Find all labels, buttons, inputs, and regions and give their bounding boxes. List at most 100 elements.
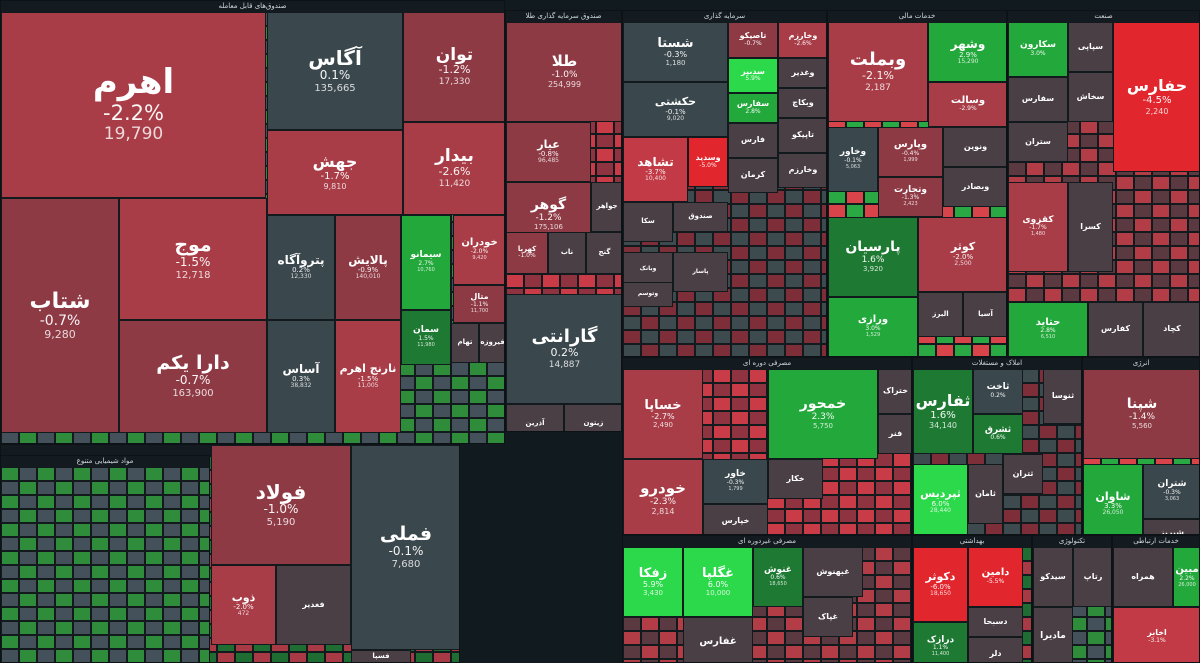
minor-stock-tile[interactable] xyxy=(1170,218,1188,232)
minor-stock-tile[interactable] xyxy=(55,509,73,523)
minor-stock-tile[interactable] xyxy=(749,288,767,302)
minor-stock-tile[interactable] xyxy=(217,652,235,662)
minor-stock-tile[interactable] xyxy=(1075,523,1081,534)
minor-stock-tile[interactable] xyxy=(749,316,767,330)
stock-tile[interactable]: سخاش xyxy=(1068,72,1113,122)
minor-stock-tile[interactable] xyxy=(145,495,163,509)
minor-stock-tile[interactable] xyxy=(659,316,677,330)
stock-tile[interactable]: اهرم -2.2% 19,790 xyxy=(1,12,266,198)
minor-stock-tile[interactable] xyxy=(145,537,163,551)
minor-stock-tile[interactable] xyxy=(253,652,271,662)
minor-stock-tile[interactable] xyxy=(1087,659,1105,662)
stock-tile[interactable]: آساس 0.3% 38,832 xyxy=(267,320,335,433)
minor-stock-tile[interactable] xyxy=(1062,288,1080,302)
minor-stock-tile[interactable] xyxy=(1188,232,1199,246)
minor-stock-tile[interactable] xyxy=(596,162,614,176)
minor-stock-tile[interactable] xyxy=(91,551,109,565)
stock-tile[interactable]: وغدیر xyxy=(778,58,826,88)
minor-stock-tile[interactable] xyxy=(893,495,911,509)
minor-stock-tile[interactable] xyxy=(767,232,785,246)
minor-stock-tile[interactable] xyxy=(55,432,73,443)
stock-tile[interactable]: حفارس -4.5% 2,240 xyxy=(1113,22,1199,172)
minor-stock-tile[interactable] xyxy=(828,190,846,204)
minor-stock-tile[interactable] xyxy=(767,302,785,316)
minor-stock-tile[interactable] xyxy=(199,565,209,579)
minor-stock-tile[interactable] xyxy=(235,432,253,443)
stock-tile[interactable]: آذرین xyxy=(506,404,564,431)
minor-stock-tile[interactable] xyxy=(73,537,91,551)
minor-stock-tile[interactable] xyxy=(731,260,749,274)
minor-stock-tile[interactable] xyxy=(55,551,73,565)
minor-stock-tile[interactable] xyxy=(145,565,163,579)
minor-stock-tile[interactable] xyxy=(731,425,749,439)
minor-stock-tile[interactable] xyxy=(1057,425,1075,439)
minor-stock-tile[interactable] xyxy=(731,411,749,425)
minor-stock-tile[interactable] xyxy=(109,635,127,649)
minor-stock-tile[interactable] xyxy=(1105,631,1111,645)
minor-stock-tile[interactable] xyxy=(127,607,145,621)
minor-stock-tile[interactable] xyxy=(857,481,875,495)
minor-stock-tile[interactable] xyxy=(659,631,677,645)
minor-stock-tile[interactable] xyxy=(785,523,803,534)
minor-stock-tile[interactable] xyxy=(1152,274,1170,288)
minor-stock-tile[interactable] xyxy=(127,579,145,593)
stock-tile[interactable]: غفارس xyxy=(683,617,753,662)
stock-tile[interactable]: تشاهد -3.7% 10,400 xyxy=(623,137,688,202)
minor-stock-tile[interactable] xyxy=(749,411,767,425)
minor-stock-tile[interactable] xyxy=(91,649,109,662)
minor-stock-tile[interactable] xyxy=(37,621,55,635)
stock-tile[interactable]: ثشرق 0.6% xyxy=(973,414,1023,454)
stock-tile[interactable]: فسپا xyxy=(351,650,411,662)
minor-stock-tile[interactable] xyxy=(37,537,55,551)
minor-stock-tile[interactable] xyxy=(1134,204,1152,218)
minor-stock-tile[interactable] xyxy=(821,481,839,495)
minor-stock-tile[interactable] xyxy=(659,330,677,344)
minor-stock-tile[interactable] xyxy=(181,495,199,509)
stock-tile[interactable]: شپنا -1.4% 5,560 xyxy=(1083,369,1199,459)
minor-stock-tile[interactable] xyxy=(19,551,37,565)
minor-stock-tile[interactable] xyxy=(451,404,469,418)
stock-tile[interactable]: وخاور -0.1% 5,063 xyxy=(828,127,878,192)
minor-stock-tile[interactable] xyxy=(893,645,911,659)
minor-stock-tile[interactable] xyxy=(1021,425,1039,439)
minor-stock-tile[interactable] xyxy=(785,645,803,659)
minor-stock-tile[interactable] xyxy=(785,260,803,274)
minor-stock-tile[interactable] xyxy=(199,467,209,481)
minor-stock-tile[interactable] xyxy=(1116,190,1134,204)
minor-stock-tile[interactable] xyxy=(19,593,37,607)
minor-stock-tile[interactable] xyxy=(578,274,596,288)
minor-stock-tile[interactable] xyxy=(839,495,857,509)
minor-stock-tile[interactable] xyxy=(506,274,524,288)
minor-stock-tile[interactable] xyxy=(253,432,271,443)
minor-stock-tile[interactable] xyxy=(713,316,731,330)
minor-stock-tile[interactable] xyxy=(1116,246,1134,260)
stock-tile[interactable]: نارنج اهرم -1.5% 11,005 xyxy=(335,320,401,433)
minor-stock-tile[interactable] xyxy=(785,302,803,316)
minor-stock-tile[interactable] xyxy=(767,260,785,274)
minor-stock-tile[interactable] xyxy=(127,481,145,495)
minor-stock-tile[interactable] xyxy=(91,635,109,649)
minor-stock-tile[interactable] xyxy=(181,635,199,649)
minor-stock-tile[interactable] xyxy=(785,659,803,662)
stock-tile[interactable]: ناب xyxy=(548,232,586,274)
minor-stock-tile[interactable] xyxy=(695,330,713,344)
minor-stock-tile[interactable] xyxy=(893,481,911,495)
minor-stock-tile[interactable] xyxy=(271,652,289,662)
minor-stock-tile[interactable] xyxy=(73,607,91,621)
stock-tile[interactable]: صندوق xyxy=(673,202,728,232)
minor-stock-tile[interactable] xyxy=(1134,274,1152,288)
minor-stock-tile[interactable] xyxy=(1116,218,1134,232)
minor-stock-tile[interactable] xyxy=(181,537,199,551)
stock-tile[interactable]: وخارزم xyxy=(778,153,826,188)
stock-tile[interactable]: گارانتی 0.2% 14,887 xyxy=(506,294,621,404)
minor-stock-tile[interactable] xyxy=(731,232,749,246)
stock-tile[interactable]: ذوب -2.0% 472 xyxy=(211,565,276,645)
stock-tile[interactable]: پارسیان 1.6% 3,920 xyxy=(828,217,918,297)
minor-stock-tile[interactable] xyxy=(1057,481,1075,495)
stock-tile[interactable]: اخابر -3.1% xyxy=(1113,607,1199,662)
minor-stock-tile[interactable] xyxy=(972,344,990,356)
minor-stock-tile[interactable] xyxy=(199,621,209,635)
minor-stock-tile[interactable] xyxy=(73,621,91,635)
minor-stock-tile[interactable] xyxy=(307,432,325,443)
minor-stock-tile[interactable] xyxy=(893,631,911,645)
